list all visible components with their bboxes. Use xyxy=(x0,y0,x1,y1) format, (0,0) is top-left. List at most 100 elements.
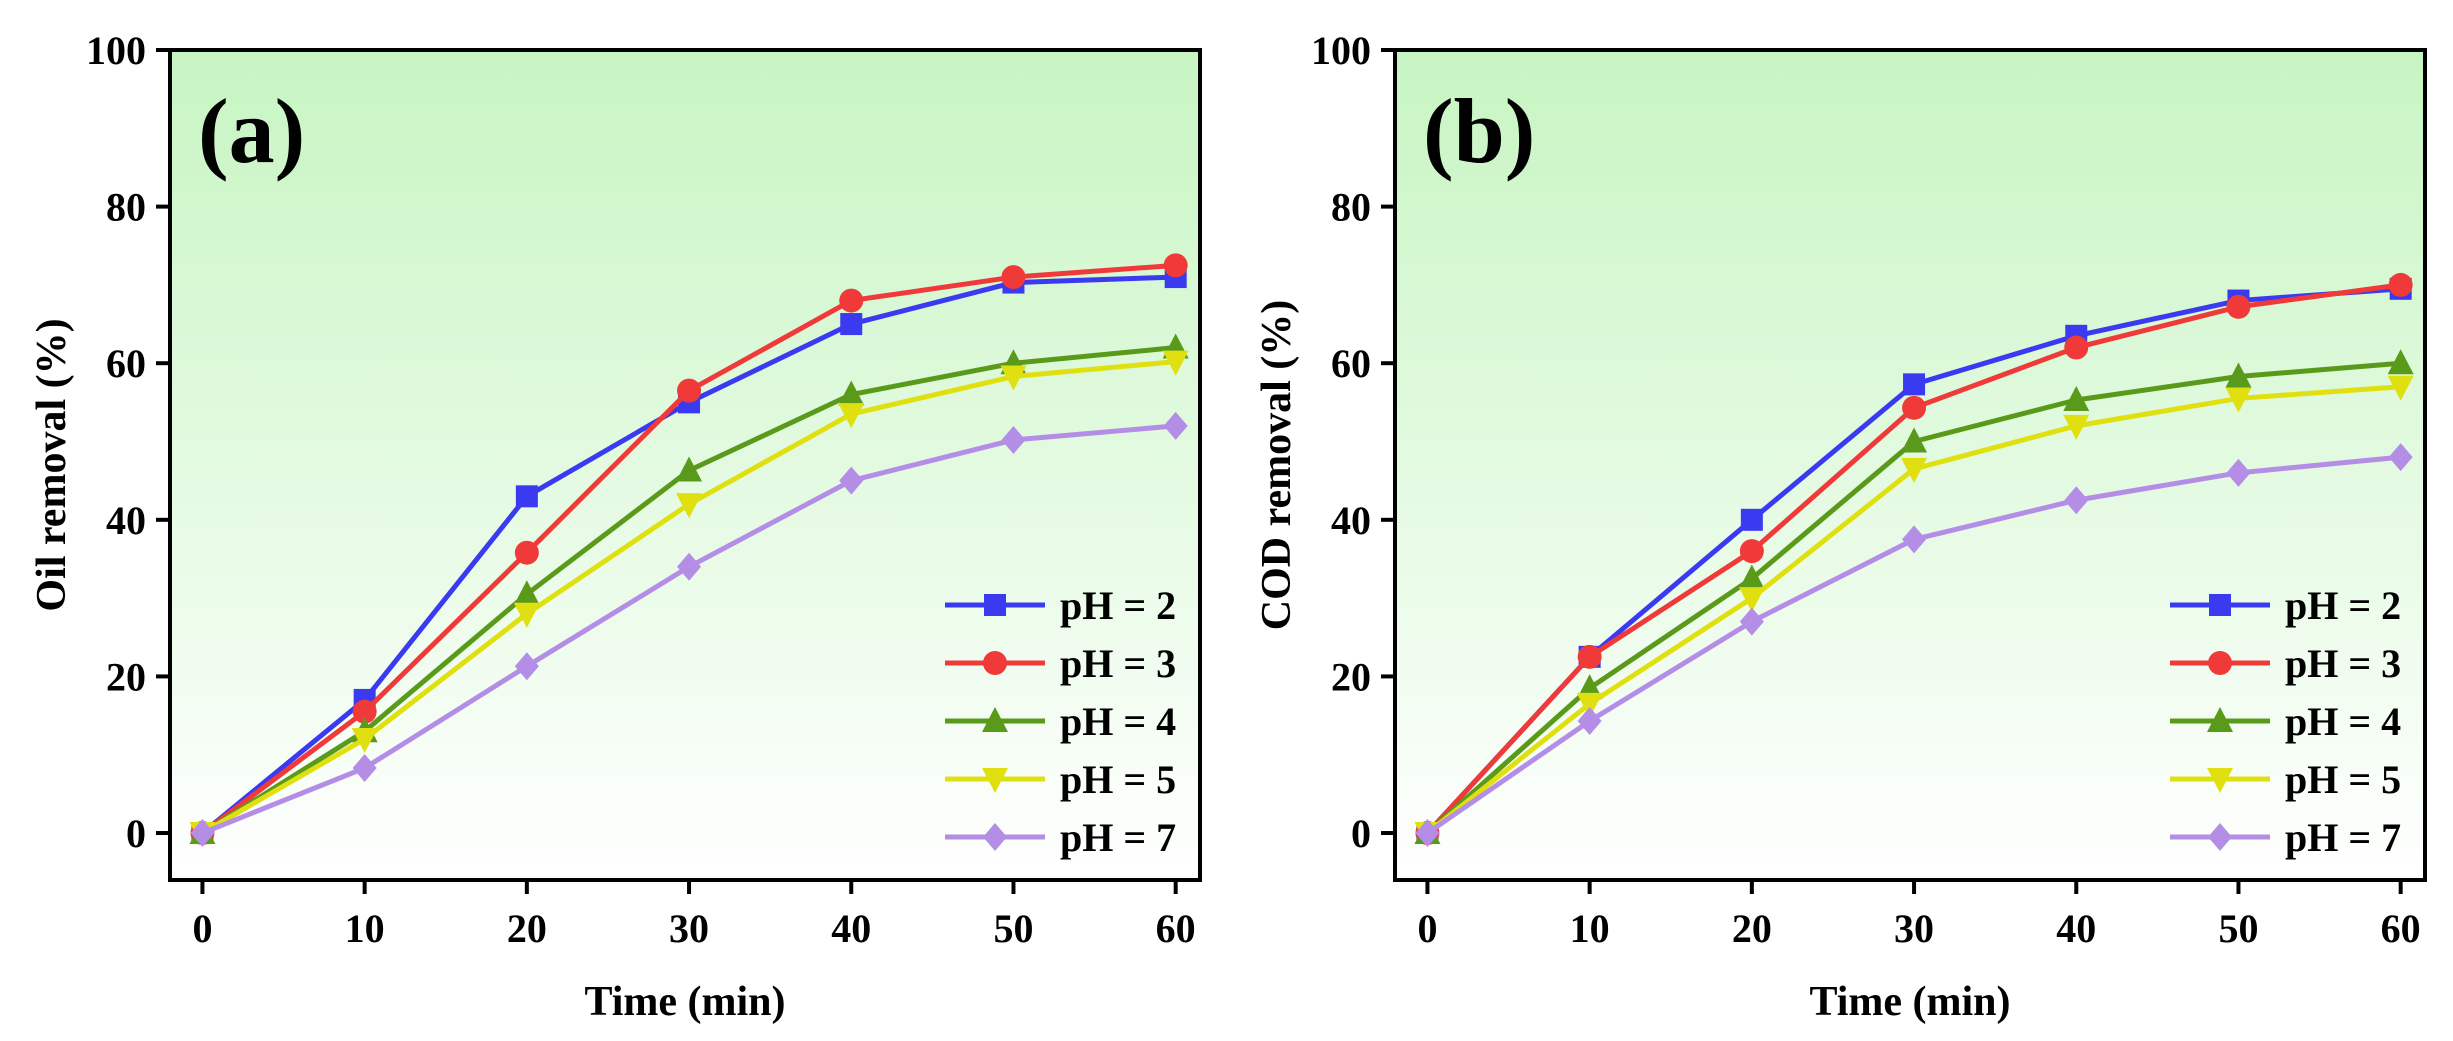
data-point xyxy=(2064,486,2089,515)
legend-item: pH = 2 xyxy=(945,583,1176,628)
data-point xyxy=(677,378,702,403)
y-tick-label: 40 xyxy=(1331,498,1371,543)
data-point xyxy=(2387,375,2414,401)
x-tick-label: 60 xyxy=(1156,906,1196,951)
data-point xyxy=(838,380,865,406)
legend-label: pH = 2 xyxy=(2285,583,2401,628)
data-point xyxy=(190,819,215,848)
data-point xyxy=(1738,587,1765,613)
x-tick-label: 40 xyxy=(831,906,871,951)
series-ph7 xyxy=(190,411,1188,848)
legend-label: pH = 3 xyxy=(1060,641,1176,686)
data-point xyxy=(2388,443,2413,472)
legend-label: pH = 2 xyxy=(1060,583,1176,628)
x-tick-label: 10 xyxy=(1570,906,1610,951)
data-point xyxy=(1901,427,1928,453)
data-point xyxy=(1739,539,1764,564)
data-point xyxy=(1415,819,1440,848)
x-tick-label: 0 xyxy=(1417,906,1437,951)
legend-item: pH = 5 xyxy=(2170,757,2401,802)
data-point xyxy=(514,652,539,681)
legend-label: pH = 7 xyxy=(2285,815,2401,860)
plot-frame xyxy=(1393,48,2427,882)
legend-marker xyxy=(2207,768,2233,793)
data-point xyxy=(1577,644,1602,669)
y-tick-label: 60 xyxy=(106,341,146,386)
legend-label: pH = 5 xyxy=(2285,757,2401,802)
legend-item: pH = 2 xyxy=(2170,583,2401,628)
x-tick-label: 20 xyxy=(507,906,547,951)
legend-item: pH = 7 xyxy=(945,815,1176,860)
x-axis-title: Time (min) xyxy=(584,979,785,1025)
legend-item: pH = 3 xyxy=(945,641,1176,686)
data-point xyxy=(2225,362,2252,388)
legend-marker xyxy=(982,707,1008,732)
x-tick-label: 20 xyxy=(1732,906,1772,951)
data-point xyxy=(1163,253,1188,278)
x-tick-label: 40 xyxy=(2056,906,2096,951)
legend-item: pH = 5 xyxy=(945,757,1176,802)
series-ph7 xyxy=(1415,443,2413,848)
x-tick-label: 10 xyxy=(345,906,385,951)
data-point xyxy=(352,699,377,724)
y-tick-label: 60 xyxy=(1331,341,1371,386)
data-point xyxy=(1576,692,1603,718)
legend-label: pH = 3 xyxy=(2285,641,2401,686)
y-tick-label: 80 xyxy=(106,185,146,230)
y-axis-title: Oil removal (%) xyxy=(29,318,75,611)
x-axis-title: Time (min) xyxy=(1809,979,2010,1025)
data-point xyxy=(2063,414,2090,440)
data-point xyxy=(2226,458,2251,487)
data-point xyxy=(513,602,540,628)
y-tick-label: 0 xyxy=(126,811,146,856)
data-point xyxy=(840,313,863,336)
data-point xyxy=(1162,350,1189,376)
data-point xyxy=(1902,395,1927,420)
panel-label: (b) xyxy=(1423,80,1535,182)
data-point xyxy=(1001,265,1026,290)
data-point xyxy=(2225,387,2252,413)
x-tick-label: 30 xyxy=(669,906,709,951)
chart-panel-b: 0 10 20 30 40 50 60 0 20 40 60 80 100 Time (min) COD r… xyxy=(1254,28,2427,1025)
data-point xyxy=(1738,564,1765,590)
series-ph5 xyxy=(1414,375,2414,848)
y-tick-label: 0 xyxy=(1351,811,1371,856)
data-point xyxy=(352,754,377,783)
data-point xyxy=(514,540,539,565)
data-point xyxy=(1001,425,1026,454)
x-tick-label: 50 xyxy=(993,906,1033,951)
legend-label: pH = 4 xyxy=(1060,699,1176,744)
data-point xyxy=(1740,508,1763,531)
data-point xyxy=(515,485,538,508)
legend-item: pH = 3 xyxy=(2170,641,2401,686)
y-tick-label: 20 xyxy=(1331,654,1371,699)
data-point xyxy=(2063,386,2090,412)
data-point xyxy=(839,288,864,313)
legend-item: pH = 7 xyxy=(2170,815,2401,860)
data-point xyxy=(2387,349,2414,375)
chart-panel-a: 0 10 20 30 40 50 60 0 20 40 60 80 100 Time (min) Oil r… xyxy=(29,28,1202,1025)
data-point xyxy=(1577,707,1602,736)
plot-frame xyxy=(168,48,1202,882)
data-point xyxy=(1903,373,1926,396)
data-point xyxy=(2226,294,2251,319)
legend-label: pH = 7 xyxy=(1060,815,1176,860)
series-ph4 xyxy=(1414,349,2414,845)
y-tick-label: 80 xyxy=(1331,185,1371,230)
data-point xyxy=(2064,335,2089,360)
legend: pH = 2 pH = 3 pH = 4 pH = 5 pH = 7 xyxy=(2170,583,2401,860)
legend-marker xyxy=(2208,823,2232,851)
data-point xyxy=(1739,607,1764,636)
legend-item: pH = 4 xyxy=(2170,699,2401,744)
x-tick-label: 60 xyxy=(2381,906,2421,951)
data-point xyxy=(838,403,865,429)
legend-marker xyxy=(2207,707,2233,732)
data-point xyxy=(1000,365,1027,391)
data-point xyxy=(676,493,703,519)
x-tick-label: 0 xyxy=(192,906,212,951)
legend-marker xyxy=(984,594,1006,616)
legend-item: pH = 4 xyxy=(945,699,1176,744)
y-axis-title: COD removal (%) xyxy=(1254,300,1300,630)
